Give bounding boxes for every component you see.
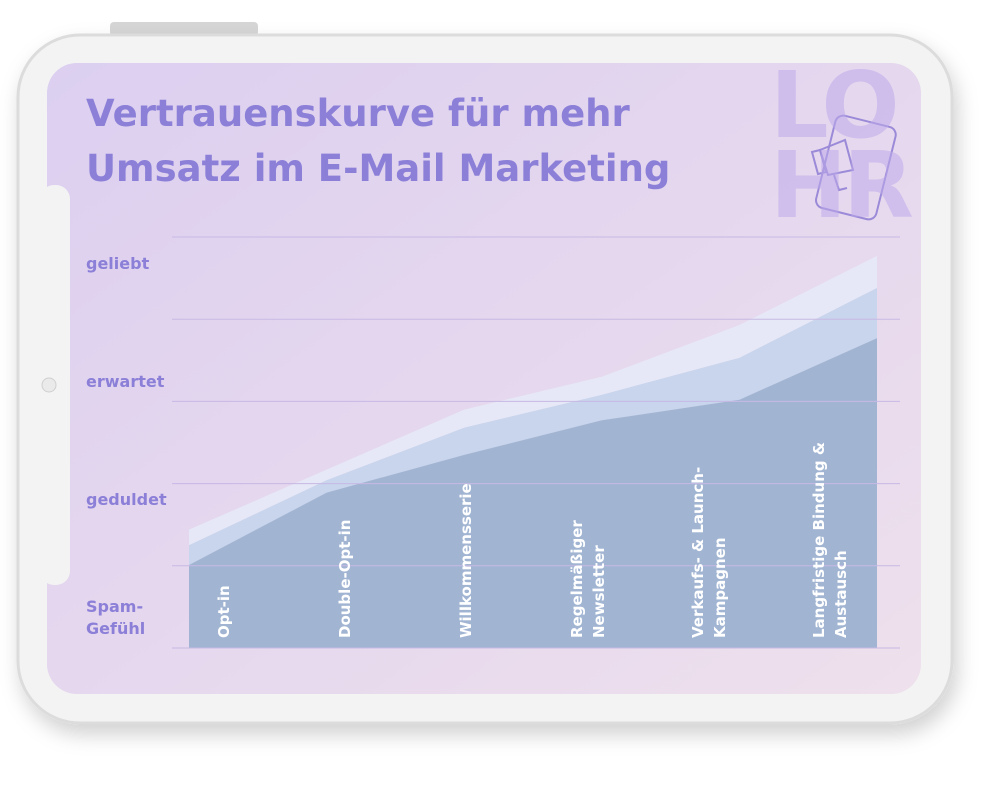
x-tick-label: Langfristige Bindung & Austausch bbox=[810, 442, 850, 638]
logo-icon bbox=[810, 114, 897, 221]
logo-line: HR bbox=[770, 132, 914, 239]
area bbox=[189, 338, 877, 648]
x-tick-label: Willkommensserie bbox=[457, 483, 475, 638]
area bbox=[189, 287, 877, 565]
y-tick-label: erwartet bbox=[86, 371, 165, 391]
logo-line: LO bbox=[770, 52, 900, 159]
y-tick-label: Spam- Gefühl bbox=[86, 597, 146, 639]
x-tick-label: Double-Opt-in bbox=[336, 519, 354, 638]
y-tick-label: geliebt bbox=[86, 254, 150, 274]
chart-title: Vertrauenskurve für mehr Umsatz im E-Mai… bbox=[86, 92, 671, 190]
button bbox=[110, 22, 258, 36]
x-tick-label: Verkaufs- & Launch- Kampagnen bbox=[689, 466, 729, 638]
x-tick-label: Opt-in bbox=[215, 585, 233, 638]
logo: LO HR bbox=[770, 52, 914, 239]
y-tick-label: geduldet bbox=[86, 490, 167, 510]
area bbox=[189, 255, 877, 546]
camera bbox=[41, 377, 57, 393]
x-tick-label: Regelmäßiger Newsletter bbox=[568, 520, 608, 638]
